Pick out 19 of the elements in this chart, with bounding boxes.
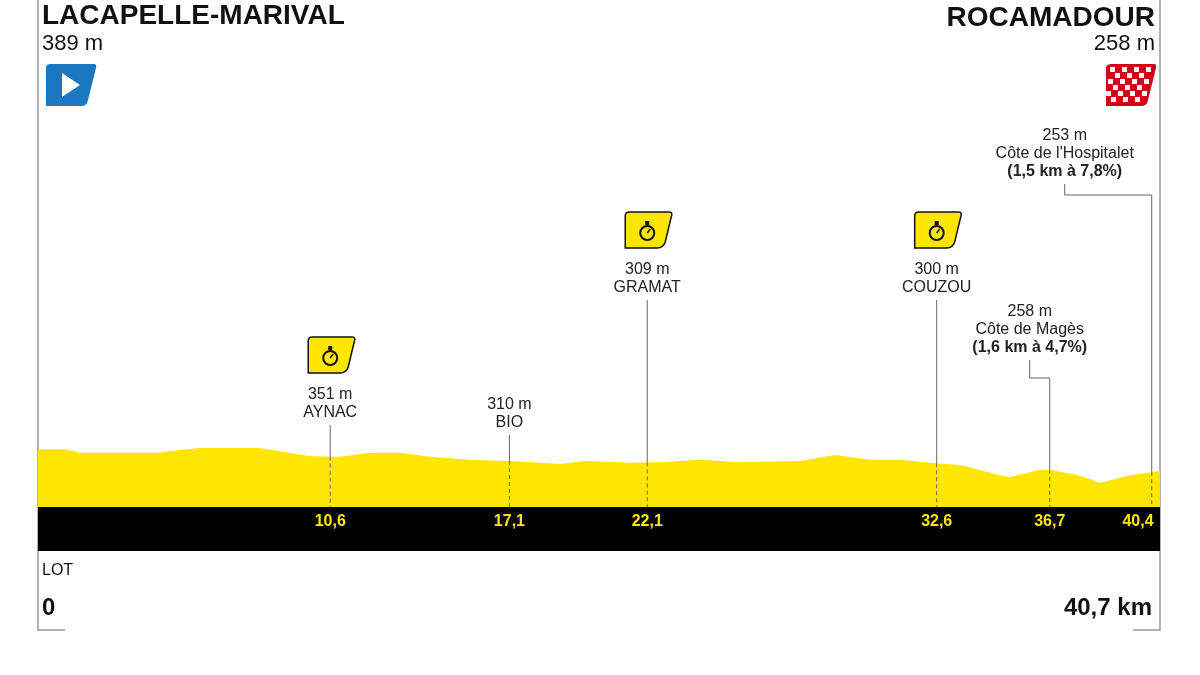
ref-line-label: 258 m Côte de Magès (1,6 km à 4,7%) bbox=[972, 302, 1088, 355]
ref-line-label: 253 m Côte de l'Hospitalet (1,5 km à 7,8%) bbox=[995, 126, 1135, 179]
x-tick-label: 40,4 bbox=[1122, 512, 1154, 529]
chart-title: LACAPELLE-MARIVAL bbox=[42, 0, 345, 30]
text: 40,7 km bbox=[1063, 593, 1152, 620]
ref-line-label: 310 m BIO bbox=[487, 395, 532, 430]
x-tick-label: 36,7 bbox=[1034, 512, 1066, 529]
text: 258 m bbox=[1093, 30, 1155, 55]
chart-subtitle: 389 m bbox=[42, 30, 104, 55]
text: 0 bbox=[42, 593, 56, 620]
ref-line-label: 309 m GRAMAT bbox=[613, 260, 682, 295]
text: LOT bbox=[42, 561, 74, 578]
text: ROCAMADOUR bbox=[946, 1, 1155, 32]
x-tick-label: 10,6 bbox=[314, 512, 346, 529]
x-tick-label: 17,1 bbox=[493, 512, 526, 529]
x-tick-label: 32,6 bbox=[921, 512, 953, 529]
ref-line-label: 351 m AYNAC bbox=[303, 385, 358, 420]
ref-line-label: 300 m COUZOU bbox=[902, 260, 972, 295]
x-tick-label: 22,1 bbox=[631, 512, 663, 529]
